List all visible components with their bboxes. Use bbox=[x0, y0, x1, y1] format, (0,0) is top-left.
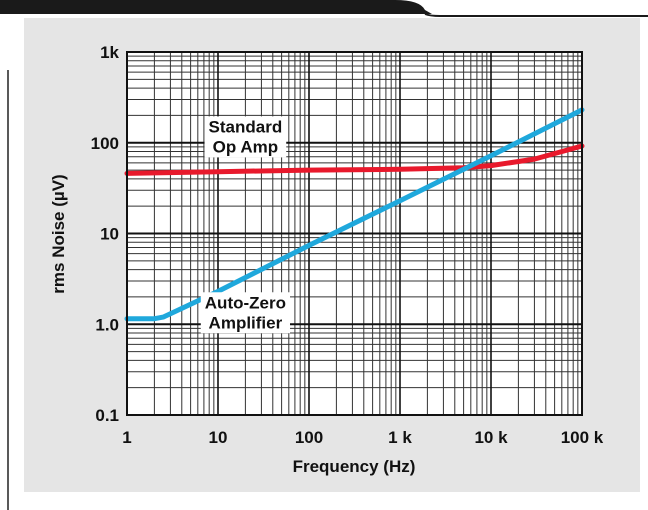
header-bar bbox=[0, 0, 432, 14]
x-tick-label: 100 k bbox=[561, 428, 604, 447]
x-axis-title: Frequency (Hz) bbox=[293, 457, 416, 476]
y-tick-label: 100 bbox=[91, 134, 119, 153]
x-tick-label: 100 bbox=[295, 428, 323, 447]
annotation-text: Amplifier bbox=[209, 313, 283, 332]
x-tick-label: 10 bbox=[209, 428, 228, 447]
y-tick-label: 1k bbox=[100, 43, 119, 62]
x-tick-label: 1 bbox=[122, 428, 131, 447]
y-tick-label: 0.1 bbox=[95, 406, 119, 425]
header-decoration bbox=[0, 0, 648, 17]
annotation-text: Op Amp bbox=[213, 137, 278, 156]
annotation-background bbox=[200, 292, 291, 334]
annotation-background bbox=[204, 116, 287, 158]
annotation-text: Auto-Zero bbox=[205, 293, 286, 312]
series-layer bbox=[124, 107, 585, 322]
y-tick-label: 1.0 bbox=[95, 315, 119, 334]
annotation-text: Standard bbox=[209, 117, 283, 136]
x-axis-ticks: 1 10 100 1 k 10 k 100 k bbox=[122, 428, 604, 447]
y-axis-ticks: 0.1 1.0 10 100 1k bbox=[91, 43, 120, 425]
series-line-2 bbox=[124, 107, 585, 322]
y-tick-label: 10 bbox=[100, 225, 119, 244]
y-axis-title: rms Noise (µV) bbox=[49, 174, 68, 293]
series-line-1 bbox=[124, 143, 585, 176]
plot-border bbox=[126, 51, 583, 416]
header-line bbox=[424, 13, 648, 17]
x-tick-label: 10 k bbox=[474, 428, 508, 447]
x-tick-label: 1 k bbox=[388, 428, 412, 447]
